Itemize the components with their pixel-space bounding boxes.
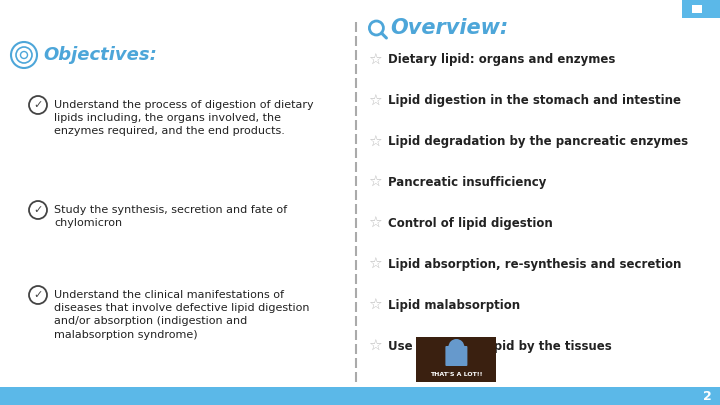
Text: 2: 2 bbox=[703, 390, 712, 403]
Text: ☆: ☆ bbox=[368, 53, 381, 68]
Circle shape bbox=[449, 339, 464, 355]
Bar bbox=[692, 5, 702, 13]
Text: ☆: ☆ bbox=[368, 94, 381, 109]
Text: Objectives:: Objectives: bbox=[43, 46, 157, 64]
Text: THAT'S A LOT!!: THAT'S A LOT!! bbox=[430, 372, 482, 377]
Text: ☆: ☆ bbox=[368, 134, 381, 149]
Text: ☆: ☆ bbox=[368, 298, 381, 313]
Text: Dietary lipid: organs and enzymes: Dietary lipid: organs and enzymes bbox=[388, 53, 616, 66]
Bar bbox=[682, 0, 720, 18]
Text: Control of lipid digestion: Control of lipid digestion bbox=[388, 217, 553, 230]
Text: Overview:: Overview: bbox=[390, 18, 508, 38]
Circle shape bbox=[29, 96, 47, 114]
Text: ☆: ☆ bbox=[368, 339, 381, 354]
FancyBboxPatch shape bbox=[446, 346, 467, 366]
Text: ✓: ✓ bbox=[33, 205, 42, 215]
Circle shape bbox=[29, 201, 47, 219]
Text: ☆: ☆ bbox=[368, 257, 381, 272]
Bar bbox=[416, 337, 496, 382]
Text: Study the synthesis, secretion and fate of
chylomicron: Study the synthesis, secretion and fate … bbox=[54, 205, 287, 228]
Text: ☆: ☆ bbox=[368, 216, 381, 231]
Circle shape bbox=[29, 286, 47, 304]
Text: Use of dietary lipid by the tissues: Use of dietary lipid by the tissues bbox=[388, 340, 612, 353]
Bar bbox=[0, 387, 720, 405]
Text: ✓: ✓ bbox=[33, 100, 42, 110]
Text: ☆: ☆ bbox=[368, 175, 381, 190]
Text: Lipid digestion in the stomach and intestine: Lipid digestion in the stomach and intes… bbox=[388, 94, 681, 107]
Text: Understand the process of digestion of dietary
lipids including, the organs invo: Understand the process of digestion of d… bbox=[54, 100, 314, 136]
Text: ✓: ✓ bbox=[33, 290, 42, 300]
Text: Lipid absorption, re-synthesis and secretion: Lipid absorption, re-synthesis and secre… bbox=[388, 258, 682, 271]
Text: Lipid malabsorption: Lipid malabsorption bbox=[388, 299, 521, 312]
Text: Lipid degradation by the pancreatic enzymes: Lipid degradation by the pancreatic enzy… bbox=[388, 135, 688, 148]
Text: Understand the clinical manifestations of
diseases that involve defective lipid : Understand the clinical manifestations o… bbox=[54, 290, 310, 340]
Text: Pancreatic insufficiency: Pancreatic insufficiency bbox=[388, 176, 546, 189]
